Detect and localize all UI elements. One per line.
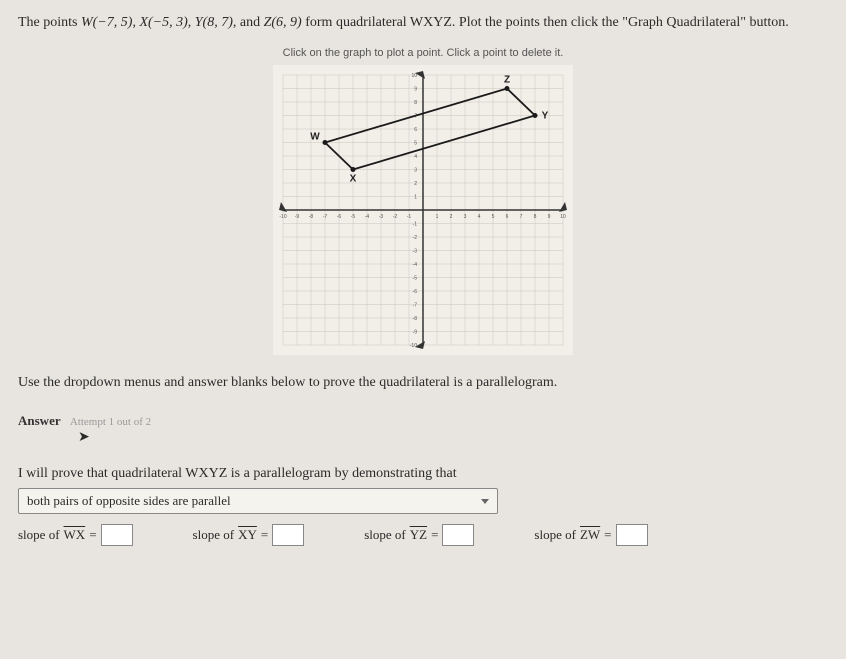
svg-text:2: 2 xyxy=(450,214,453,220)
cursor-icon: ➤ xyxy=(78,429,90,446)
svg-text:Z: Z xyxy=(504,75,510,86)
slope-zw-input[interactable] xyxy=(616,524,648,546)
proof-intro: I will prove that quadrilateral WXYZ is … xyxy=(18,466,828,482)
slope-yz-label: slope of xyxy=(364,527,406,543)
svg-text:-2: -2 xyxy=(393,214,398,220)
slope-wx-seg: WX xyxy=(64,527,86,543)
svg-text:-9: -9 xyxy=(295,214,300,220)
svg-text:-7: -7 xyxy=(413,303,418,309)
slope-xy-input[interactable] xyxy=(272,524,304,546)
svg-text:-6: -6 xyxy=(413,289,418,295)
slope-yz-eq: = xyxy=(431,527,438,543)
svg-text:-4: -4 xyxy=(413,262,418,268)
slope-xy-seg: XY xyxy=(238,527,257,543)
attempt-text: Attempt 1 out of 2 xyxy=(70,416,151,428)
slope-xy-label: slope of xyxy=(193,527,235,543)
svg-text:3: 3 xyxy=(414,168,417,174)
coordinate-graph[interactable]: -10 -9 -8 -7 -6 -5 -4 -3 -2 -1 1 2 3 4 5 6 7 8 9 10 -10 -9 -8 -… xyxy=(273,65,573,355)
slope-inputs-row: slope of WX = slope of XY = slope of YZ … xyxy=(18,524,828,546)
graph-instruction: Click on the graph to plot a point. Clic… xyxy=(18,47,828,59)
svg-text:1: 1 xyxy=(414,195,417,201)
svg-text:-3: -3 xyxy=(413,249,418,255)
svg-text:6: 6 xyxy=(506,214,509,220)
slope-wx-input[interactable] xyxy=(101,524,133,546)
svg-text:2: 2 xyxy=(414,181,417,187)
problem-mid: form quadrilateral WXYZ. Plot the points… xyxy=(305,15,789,30)
slope-yz-seg: YZ xyxy=(410,527,427,543)
svg-text:8: 8 xyxy=(534,214,537,220)
point-z: Z(6, 9) xyxy=(264,15,302,30)
svg-text:8: 8 xyxy=(414,100,417,106)
slope-wx-label: slope of xyxy=(18,527,60,543)
svg-text:Y: Y xyxy=(542,111,549,122)
svg-text:-4: -4 xyxy=(365,214,370,220)
svg-text:W: W xyxy=(310,132,320,143)
slope-wx: slope of WX = xyxy=(18,524,133,546)
slope-xy-eq: = xyxy=(261,527,268,543)
svg-text:-10: -10 xyxy=(410,343,417,349)
point-y: Y(8, 7) xyxy=(195,15,233,30)
answer-header: Answer Attempt 1 out of 2 ➤ xyxy=(18,413,828,446)
dropdown-value: both pairs of opposite sides are paralle… xyxy=(27,493,231,508)
svg-text:-8: -8 xyxy=(309,214,314,220)
svg-text:-5: -5 xyxy=(351,214,356,220)
proof-method-dropdown[interactable]: both pairs of opposite sides are paralle… xyxy=(18,488,498,514)
problem-statement: The points W(−7, 5), X(−5, 3), Y(8, 7), … xyxy=(18,12,828,33)
point-w: W(−7, 5) xyxy=(81,15,132,30)
slope-yz: slope of YZ = xyxy=(364,524,474,546)
svg-text:1: 1 xyxy=(436,214,439,220)
slope-zw: slope of ZW = xyxy=(534,524,647,546)
slope-xy: slope of XY = xyxy=(193,524,305,546)
svg-text:-10: -10 xyxy=(279,214,286,220)
slope-wx-eq: = xyxy=(89,527,96,543)
svg-text:-1: -1 xyxy=(407,214,412,220)
svg-text:-7: -7 xyxy=(323,214,328,220)
svg-text:6: 6 xyxy=(414,127,417,133)
prove-instruction: Use the dropdown menus and answer blanks… xyxy=(18,375,828,391)
slope-zw-label: slope of xyxy=(534,527,576,543)
svg-text:-9: -9 xyxy=(413,330,418,336)
svg-text:4: 4 xyxy=(414,154,417,160)
problem-prefix: The points xyxy=(18,15,81,30)
svg-text:-1: -1 xyxy=(413,222,418,228)
slope-zw-seg: ZW xyxy=(580,527,600,543)
answer-label: Answer xyxy=(18,413,61,428)
point-x: X(−5, 3) xyxy=(139,15,187,30)
svg-text:-6: -6 xyxy=(337,214,342,220)
svg-text:9: 9 xyxy=(414,87,417,93)
svg-text:10: 10 xyxy=(411,73,417,79)
svg-text:-5: -5 xyxy=(413,276,418,282)
svg-text:9: 9 xyxy=(548,214,551,220)
svg-text:5: 5 xyxy=(414,141,417,147)
svg-text:-3: -3 xyxy=(379,214,384,220)
svg-text:5: 5 xyxy=(492,214,495,220)
svg-text:4: 4 xyxy=(478,214,481,220)
svg-text:3: 3 xyxy=(464,214,467,220)
slope-yz-input[interactable] xyxy=(442,524,474,546)
svg-text:10: 10 xyxy=(560,214,566,220)
svg-text:7: 7 xyxy=(520,214,523,220)
slope-zw-eq: = xyxy=(604,527,611,543)
svg-text:X: X xyxy=(350,174,357,185)
svg-text:-8: -8 xyxy=(413,316,418,322)
svg-text:-2: -2 xyxy=(413,235,418,241)
